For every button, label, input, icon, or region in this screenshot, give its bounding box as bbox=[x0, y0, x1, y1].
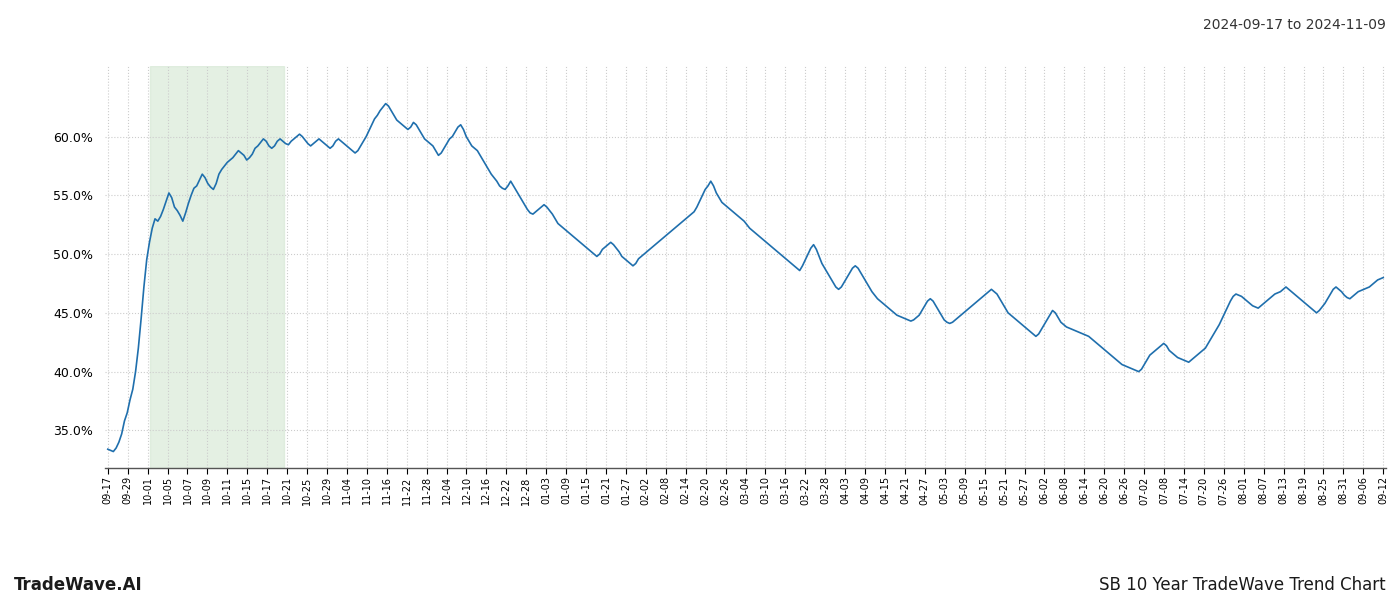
Text: SB 10 Year TradeWave Trend Chart: SB 10 Year TradeWave Trend Chart bbox=[1099, 576, 1386, 594]
Text: TradeWave.AI: TradeWave.AI bbox=[14, 576, 143, 594]
Text: 2024-09-17 to 2024-11-09: 2024-09-17 to 2024-11-09 bbox=[1203, 18, 1386, 32]
Bar bbox=[150, 66, 284, 468]
